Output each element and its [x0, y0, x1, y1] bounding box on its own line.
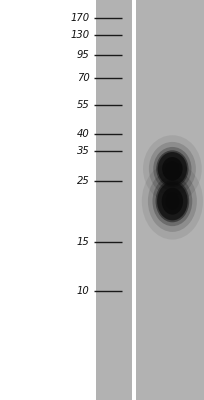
Ellipse shape: [142, 163, 203, 240]
Ellipse shape: [143, 135, 202, 202]
Text: 15: 15: [77, 237, 90, 247]
Ellipse shape: [155, 180, 189, 222]
Text: 40: 40: [77, 129, 90, 139]
Bar: [136, 0, 204, 400]
Text: 25: 25: [77, 176, 90, 186]
Ellipse shape: [148, 170, 197, 232]
Ellipse shape: [166, 161, 179, 176]
Ellipse shape: [157, 182, 188, 220]
Ellipse shape: [158, 152, 187, 186]
Bar: [132, 0, 136, 400]
Bar: [96, 0, 132, 400]
Ellipse shape: [149, 142, 196, 196]
Ellipse shape: [153, 176, 192, 226]
Text: 130: 130: [71, 30, 90, 40]
Ellipse shape: [165, 192, 179, 210]
Text: 55: 55: [77, 100, 90, 110]
Ellipse shape: [153, 147, 192, 191]
Text: 10: 10: [77, 286, 90, 296]
Text: 70: 70: [77, 73, 90, 83]
Ellipse shape: [162, 188, 183, 215]
Text: 95: 95: [77, 50, 90, 60]
Ellipse shape: [162, 157, 183, 180]
Text: 170: 170: [71, 13, 90, 23]
Ellipse shape: [156, 150, 188, 187]
Text: 35: 35: [77, 146, 90, 156]
